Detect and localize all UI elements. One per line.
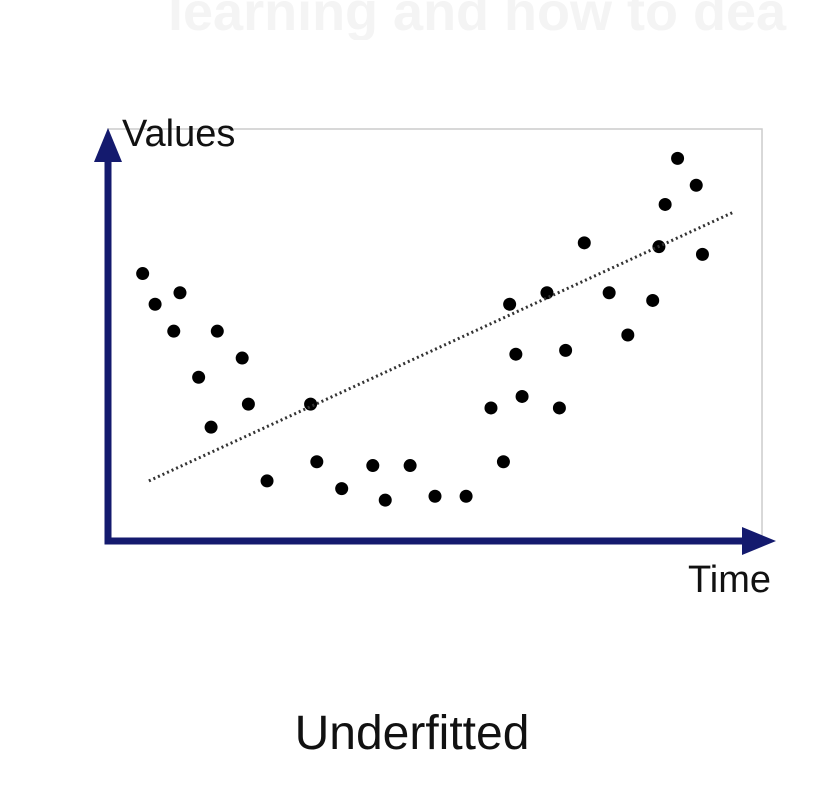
data-point-19 [484, 401, 498, 415]
data-points [136, 151, 709, 507]
data-point-25 [552, 401, 566, 415]
data-point-3 [167, 324, 181, 338]
data-point-5 [192, 370, 206, 384]
data-point-16 [403, 459, 417, 473]
x-axis-title: Time [688, 559, 771, 601]
data-point-17 [428, 489, 442, 503]
data-point-27 [577, 236, 591, 250]
data-point-23 [515, 389, 529, 403]
data-point-14 [366, 459, 380, 473]
data-point-20 [496, 455, 510, 469]
header-text-fragment: learning and how to dea [168, 0, 787, 40]
data-point-12 [310, 455, 324, 469]
data-point-15 [378, 493, 392, 507]
data-point-21 [503, 297, 517, 311]
trend-line [148, 210, 735, 483]
data-point-6 [204, 420, 218, 434]
chart-caption: Underfitted [294, 707, 530, 760]
data-point-10 [260, 474, 274, 488]
data-point-28 [602, 286, 616, 300]
data-point-9 [241, 397, 255, 411]
y-axis-arrow-icon [94, 128, 122, 162]
data-point-7 [210, 324, 224, 338]
x-axis-arrow-icon [742, 527, 776, 555]
data-point-33 [671, 151, 685, 165]
data-point-24 [540, 286, 554, 300]
data-point-2 [148, 297, 162, 311]
data-point-26 [559, 343, 573, 357]
data-point-1 [136, 267, 150, 281]
data-point-35 [695, 247, 709, 261]
data-point-8 [235, 351, 249, 365]
plot-frame [107, 128, 763, 542]
data-point-34 [689, 178, 703, 192]
data-point-4 [173, 286, 187, 300]
y-axis-title: Values [122, 113, 235, 155]
data-point-11 [304, 397, 318, 411]
data-point-13 [335, 482, 349, 496]
data-point-30 [646, 293, 660, 307]
data-point-18 [459, 489, 473, 503]
data-point-29 [621, 328, 635, 342]
data-point-22 [509, 347, 523, 361]
data-point-32 [658, 197, 672, 211]
scatter-chart: Values Time [94, 113, 776, 601]
